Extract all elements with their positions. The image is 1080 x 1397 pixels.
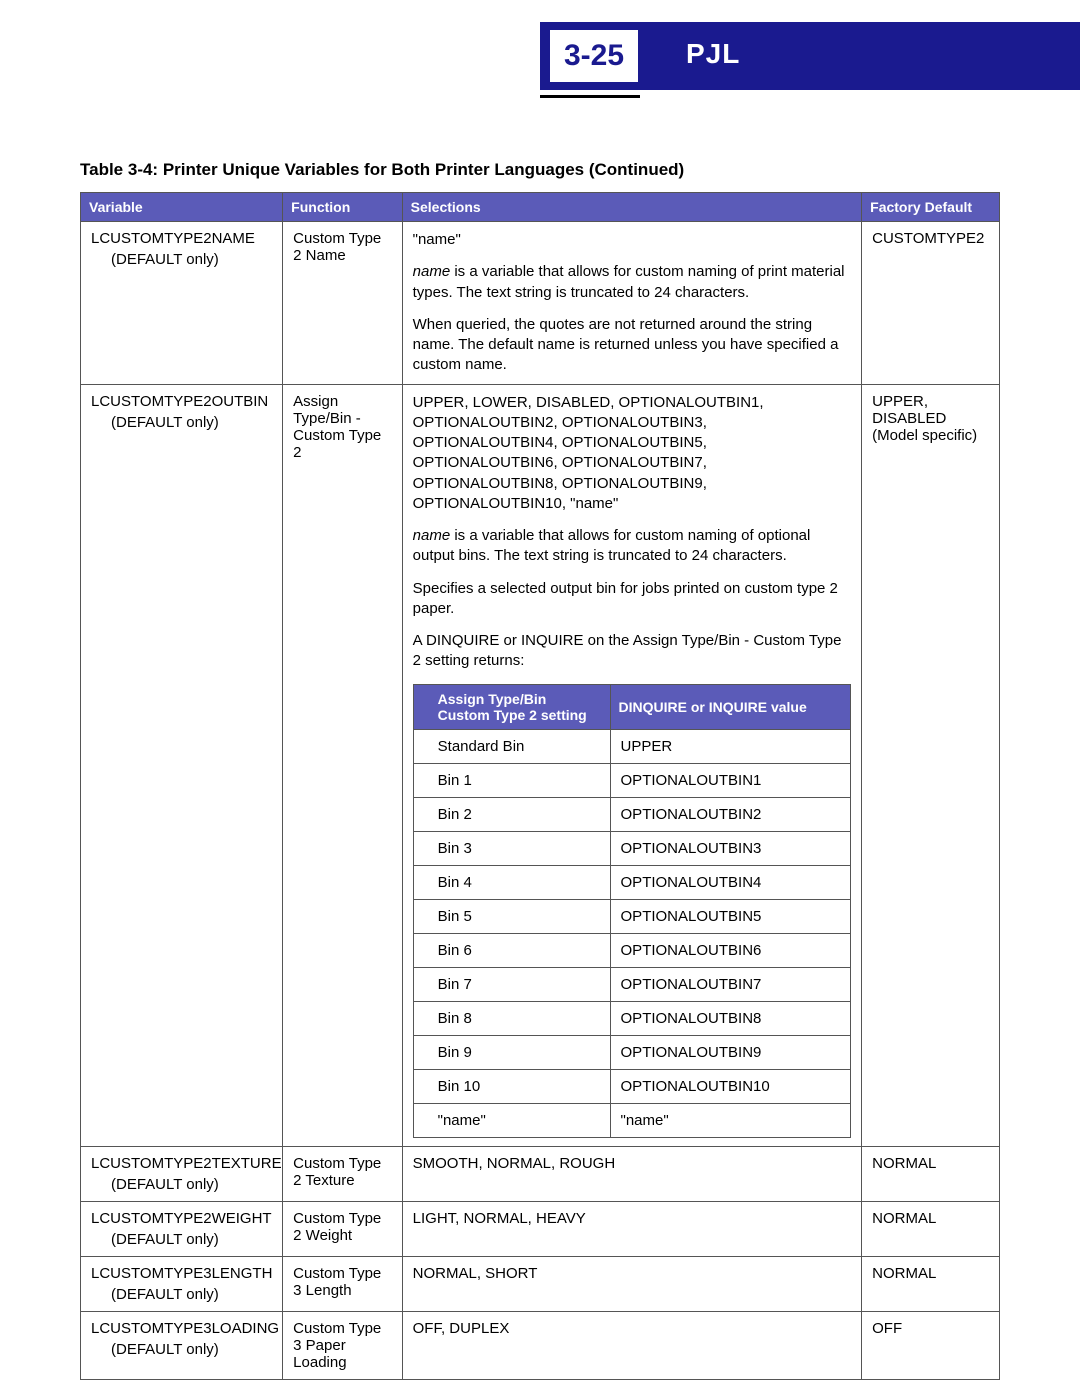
col-variable: Variable — [81, 193, 283, 222]
selections-cell: UPPER, LOWER, DISABLED, OPTIONALOUTBIN1,… — [402, 384, 862, 1146]
variables-table: Variable Function Selections Factory Def… — [80, 192, 1000, 1380]
col-selections: Selections — [402, 193, 862, 222]
function-cell: Custom Type 2 Name — [283, 222, 402, 385]
inner-row: Bin 4OPTIONALOUTBIN4 — [413, 865, 851, 899]
selections-cell: NORMAL, SHORT — [402, 1256, 862, 1311]
table-header-row: Variable Function Selections Factory Def… — [81, 193, 1000, 222]
page-number: 3-25 — [564, 39, 624, 73]
selections-cell: SMOOTH, NORMAL, ROUGH — [402, 1146, 862, 1201]
selections-para: When queried, the quotes are not returne… — [413, 315, 852, 376]
default-cell: CUSTOMTYPE2 — [862, 222, 1000, 385]
inner-cell-left: Bin 1 — [413, 763, 610, 797]
inner-th-right: DINQUIRE or INQUIRE value — [610, 684, 851, 729]
inner-cell-right: OPTIONALOUTBIN5 — [610, 899, 851, 933]
inner-cell-left: Bin 3 — [413, 831, 610, 865]
variable-name: LCUSTOMTYPE3LOADING — [91, 1320, 272, 1337]
inner-cell-left: Bin 9 — [413, 1035, 610, 1069]
table-row: LCUSTOMTYPE2NAME (DEFAULT only) Custom T… — [81, 222, 1000, 385]
variable-name: LCUSTOMTYPE2WEIGHT — [91, 1210, 272, 1227]
table-row: LCUSTOMTYPE3LENGTH (DEFAULT only) Custom… — [81, 1256, 1000, 1311]
inner-row: Bin 2OPTIONALOUTBIN2 — [413, 797, 851, 831]
page-number-box: 3-25 — [550, 30, 638, 82]
inner-cell-left: Bin 8 — [413, 1001, 610, 1035]
selections-cell: LIGHT, NORMAL, HEAVY — [402, 1201, 862, 1256]
variable-sub: (DEFAULT only) — [91, 1286, 272, 1303]
function-cell: Custom Type 3 Length — [283, 1256, 402, 1311]
function-cell: Assign Type/Bin - Custom Type 2 — [283, 384, 402, 1146]
selections-line: "name" — [413, 230, 852, 250]
selections-para: name is a variable that allows for custo… — [413, 526, 852, 567]
variable-name: LCUSTOMTYPE3LENGTH — [91, 1265, 272, 1282]
inner-row: Bin 5OPTIONALOUTBIN5 — [413, 899, 851, 933]
function-cell: Custom Type 3 Paper Loading — [283, 1311, 402, 1379]
default-cell: NORMAL — [862, 1146, 1000, 1201]
inner-cell-right: UPPER — [610, 729, 851, 763]
inner-cell-right: OPTIONALOUTBIN2 — [610, 797, 851, 831]
variable-name: LCUSTOMTYPE2OUTBIN — [91, 393, 272, 410]
inner-cell-right: OPTIONALOUTBIN7 — [610, 967, 851, 1001]
inner-cell-right: OPTIONALOUTBIN4 — [610, 865, 851, 899]
default-cell: NORMAL — [862, 1256, 1000, 1311]
variable-sub: (DEFAULT only) — [91, 1231, 272, 1248]
variable-sub: (DEFAULT only) — [91, 1341, 272, 1358]
variable-name: LCUSTOMTYPE2TEXTURE — [91, 1155, 272, 1172]
selections-para: Specifies a selected output bin for jobs… — [413, 579, 852, 620]
default-cell: OFF — [862, 1311, 1000, 1379]
selections-para: A DINQUIRE or INQUIRE on the Assign Type… — [413, 631, 852, 672]
variable-sub: (DEFAULT only) — [91, 414, 272, 431]
inner-cell-right: "name" — [610, 1103, 851, 1137]
col-function: Function — [283, 193, 402, 222]
selections-cell: OFF, DUPLEX — [402, 1311, 862, 1379]
inner-cell-right: OPTIONALOUTBIN8 — [610, 1001, 851, 1035]
inner-cell-right: OPTIONALOUTBIN1 — [610, 763, 851, 797]
inner-cell-right: OPTIONALOUTBIN9 — [610, 1035, 851, 1069]
inner-row: Bin 9OPTIONALOUTBIN9 — [413, 1035, 851, 1069]
page: 3-25 PJL Table 3-4: Printer Unique Varia… — [0, 0, 1080, 1397]
inner-cell-right: OPTIONALOUTBIN3 — [610, 831, 851, 865]
inner-row: Bin 8OPTIONALOUTBIN8 — [413, 1001, 851, 1035]
inner-row: Bin 3OPTIONALOUTBIN3 — [413, 831, 851, 865]
inner-row: Bin 1OPTIONALOUTBIN1 — [413, 763, 851, 797]
function-cell: Custom Type 2 Texture — [283, 1146, 402, 1201]
table-row: LCUSTOMTYPE3LOADING (DEFAULT only) Custo… — [81, 1311, 1000, 1379]
inner-cell-left: Bin 5 — [413, 899, 610, 933]
inner-cell-left: Bin 10 — [413, 1069, 610, 1103]
inner-row: "name""name" — [413, 1103, 851, 1137]
default-cell: UPPER, DISABLED (Model specific) — [862, 384, 1000, 1146]
table-row: LCUSTOMTYPE2WEIGHT (DEFAULT only) Custom… — [81, 1201, 1000, 1256]
inner-cell-right: OPTIONALOUTBIN6 — [610, 933, 851, 967]
inner-row: Bin 10OPTIONALOUTBIN10 — [413, 1069, 851, 1103]
inner-cell-left: "name" — [413, 1103, 610, 1137]
inner-row: Bin 7OPTIONALOUTBIN7 — [413, 967, 851, 1001]
content-area: Table 3-4: Printer Unique Variables for … — [80, 160, 1000, 1380]
default-cell: NORMAL — [862, 1201, 1000, 1256]
inner-cell-left: Bin 2 — [413, 797, 610, 831]
table-row: LCUSTOMTYPE2TEXTURE (DEFAULT only) Custo… — [81, 1146, 1000, 1201]
table-row: LCUSTOMTYPE2OUTBIN (DEFAULT only) Assign… — [81, 384, 1000, 1146]
selections-valuelist: UPPER, LOWER, DISABLED, OPTIONALOUTBIN1,… — [413, 393, 852, 515]
header-underline — [540, 95, 640, 98]
selections-para: name is a variable that allows for custo… — [413, 262, 852, 303]
inner-row: Bin 6OPTIONALOUTBIN6 — [413, 933, 851, 967]
table-title: Table 3-4: Printer Unique Variables for … — [80, 160, 1000, 180]
inner-cell-right: OPTIONALOUTBIN10 — [610, 1069, 851, 1103]
variable-sub: (DEFAULT only) — [91, 251, 272, 268]
variable-sub: (DEFAULT only) — [91, 1176, 272, 1193]
col-factory-default: Factory Default — [862, 193, 1000, 222]
inner-cell-left: Standard Bin — [413, 729, 610, 763]
inner-table: Assign Type/Bin Custom Type 2 setting DI… — [413, 684, 852, 1138]
inner-cell-left: Bin 7 — [413, 967, 610, 1001]
inner-cell-left: Bin 4 — [413, 865, 610, 899]
inner-row: Standard BinUPPER — [413, 729, 851, 763]
inner-th-left: Assign Type/Bin Custom Type 2 setting — [413, 684, 610, 729]
function-cell: Custom Type 2 Weight — [283, 1201, 402, 1256]
variable-name: LCUSTOMTYPE2NAME — [91, 230, 272, 247]
inner-cell-left: Bin 6 — [413, 933, 610, 967]
section-label: PJL — [686, 38, 740, 70]
selections-cell: "name" name is a variable that allows fo… — [402, 222, 862, 385]
